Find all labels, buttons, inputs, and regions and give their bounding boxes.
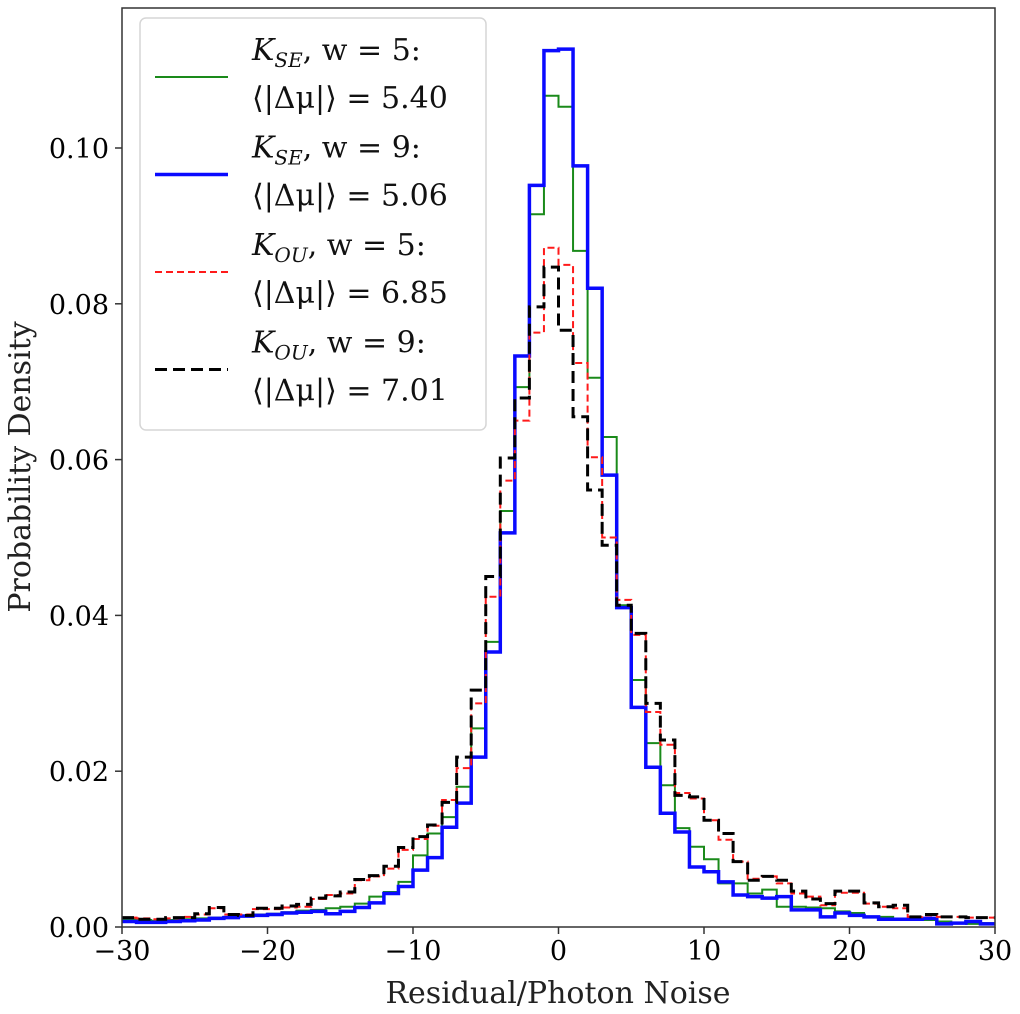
x-tick-label: −10 [385, 936, 442, 967]
x-tick-label: 30 [978, 936, 1012, 967]
y-tick-label: 0.10 [49, 134, 109, 165]
y-axis-label: Probability Density [3, 321, 38, 612]
y-tick-label: 0.06 [49, 446, 109, 477]
x-tick-label: 0 [550, 936, 567, 967]
legend: KSE, w = 5: ⟨|Δμ|⟩ = 5.40 KSE, w = 9: ⟨|Δμ|… [139, 17, 487, 431]
y-tick-label: 0.04 [49, 601, 109, 632]
x-tick-label: 10 [687, 936, 721, 967]
y-tick-label: 0.02 [49, 757, 109, 788]
series-layer [122, 47, 995, 926]
legend-metric-0: ⟨|Δμ|⟩ = 5.40 [252, 81, 448, 116]
legend-label-0: KSE, w = 5: [251, 33, 421, 72]
x-tick-label: 20 [832, 936, 866, 967]
legend-box [139, 17, 487, 431]
x-tick-label: −20 [239, 936, 296, 967]
x-tick-label: −30 [94, 936, 151, 967]
series-2-histogram [122, 246, 995, 921]
y-tick-label: 0.00 [49, 913, 109, 944]
x-axis: −30 −20 −10 0 10 20 30 [94, 927, 1012, 967]
x-axis-label: Residual/Photon Noise [385, 976, 730, 1011]
legend-label-1: KSE, w = 9: [251, 131, 421, 170]
y-tick-label: 0.08 [49, 290, 109, 321]
y-axis: 0.00 0.02 0.04 0.06 0.08 0.10 [49, 134, 122, 944]
series-1-histogram [122, 47, 995, 926]
series-3-histogram [122, 265, 995, 921]
legend-metric-2: ⟨|Δμ|⟩ = 6.85 [252, 276, 448, 311]
legend-metric-3: ⟨|Δμ|⟩ = 7.01 [252, 374, 448, 409]
legend-metric-1: ⟨|Δμ|⟩ = 5.06 [252, 179, 448, 214]
legend-label-2: KOU, w = 5: [251, 228, 426, 267]
legend-label-3: KOU, w = 9: [251, 326, 426, 365]
